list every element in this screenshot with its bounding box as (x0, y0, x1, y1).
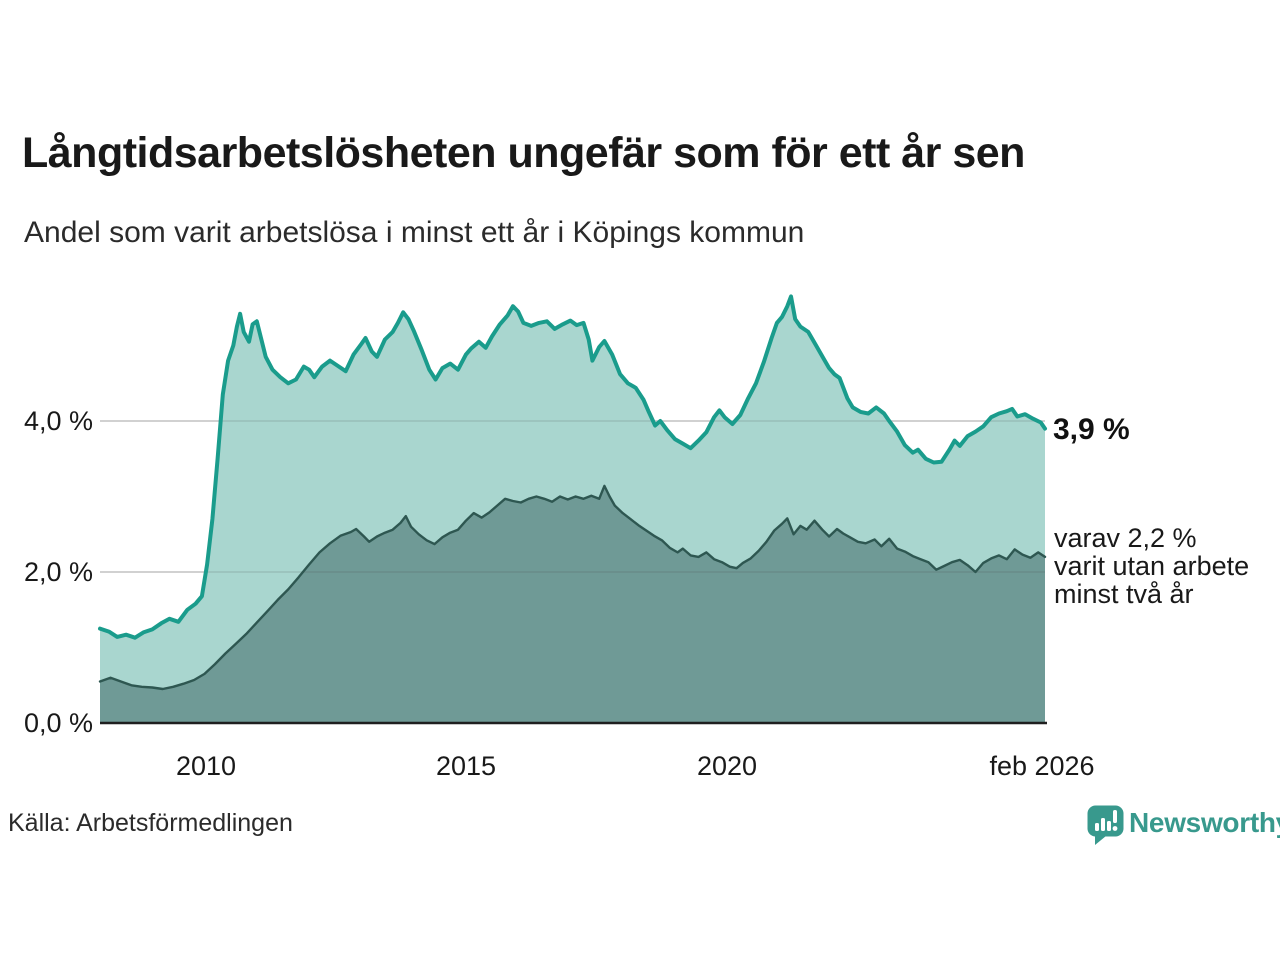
series-1-area (100, 485, 1045, 723)
newsworthy-logo: Newsworthy (1087, 804, 1280, 849)
source-credit: Källa: Arbetsförmedlingen (8, 809, 293, 837)
series-1-line (98, 484, 1047, 691)
x-tick-2010: 2010 (175, 751, 237, 781)
x-tick-2020: 2020 (696, 751, 758, 781)
y-tick-4: 4,0 % (23, 406, 93, 436)
y-tick-2: 2,0 % (23, 557, 93, 587)
series-0-line (98, 294, 1047, 640)
y-tick-0: 0,0 % (23, 708, 93, 738)
page-subtitle: Andel som varit arbetslösa i minst ett å… (24, 216, 805, 249)
newsworthy-wordmark: Newsworthy (1129, 807, 1280, 838)
newsworthy-bubble-chart-icon (1087, 805, 1124, 845)
x-tick-feb-2026: feb 2026 (989, 751, 1095, 781)
page-title: Långtidsarbetslösheten ungefär som för e… (22, 129, 1025, 177)
latest-value-label: 3,9 % (1053, 413, 1130, 446)
two-year-annotation: varav 2,2 % varit utan arbete minst två … (1054, 523, 1250, 609)
x-tick-2015: 2015 (435, 751, 497, 781)
